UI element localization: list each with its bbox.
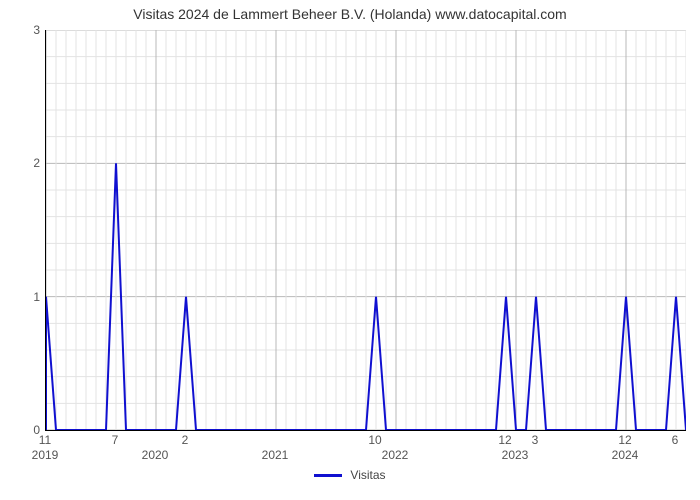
y-tick-label: 1 bbox=[10, 290, 40, 304]
plot-area bbox=[45, 30, 686, 431]
chart-title: Visitas 2024 de Lammert Beheer B.V. (Hol… bbox=[0, 6, 700, 22]
x-tick-label: 2021 bbox=[262, 448, 289, 462]
peak-label: 2 bbox=[182, 433, 189, 447]
x-tick-label: 2022 bbox=[382, 448, 409, 462]
peak-label: 12 bbox=[618, 433, 631, 447]
legend-label: Visitas bbox=[350, 468, 385, 482]
legend-swatch bbox=[314, 474, 342, 477]
x-tick-label: 2020 bbox=[142, 448, 169, 462]
peak-label: 11 bbox=[39, 433, 51, 447]
y-tick-label: 2 bbox=[10, 156, 40, 170]
x-tick-label: 2019 bbox=[32, 448, 59, 462]
peak-label: 6 bbox=[672, 433, 679, 447]
peak-label: 7 bbox=[112, 433, 119, 447]
legend: Visitas bbox=[0, 468, 700, 482]
x-tick-label: 2023 bbox=[502, 448, 529, 462]
chart-container: Visitas 2024 de Lammert Beheer B.V. (Hol… bbox=[0, 0, 700, 500]
peak-label: 12 bbox=[498, 433, 511, 447]
peak-label: 3 bbox=[532, 433, 539, 447]
peak-label: 10 bbox=[368, 433, 381, 447]
x-tick-label: 2024 bbox=[612, 448, 639, 462]
y-tick-label: 3 bbox=[10, 23, 40, 37]
chart-svg bbox=[46, 30, 686, 430]
y-tick-label: 0 bbox=[10, 423, 40, 437]
